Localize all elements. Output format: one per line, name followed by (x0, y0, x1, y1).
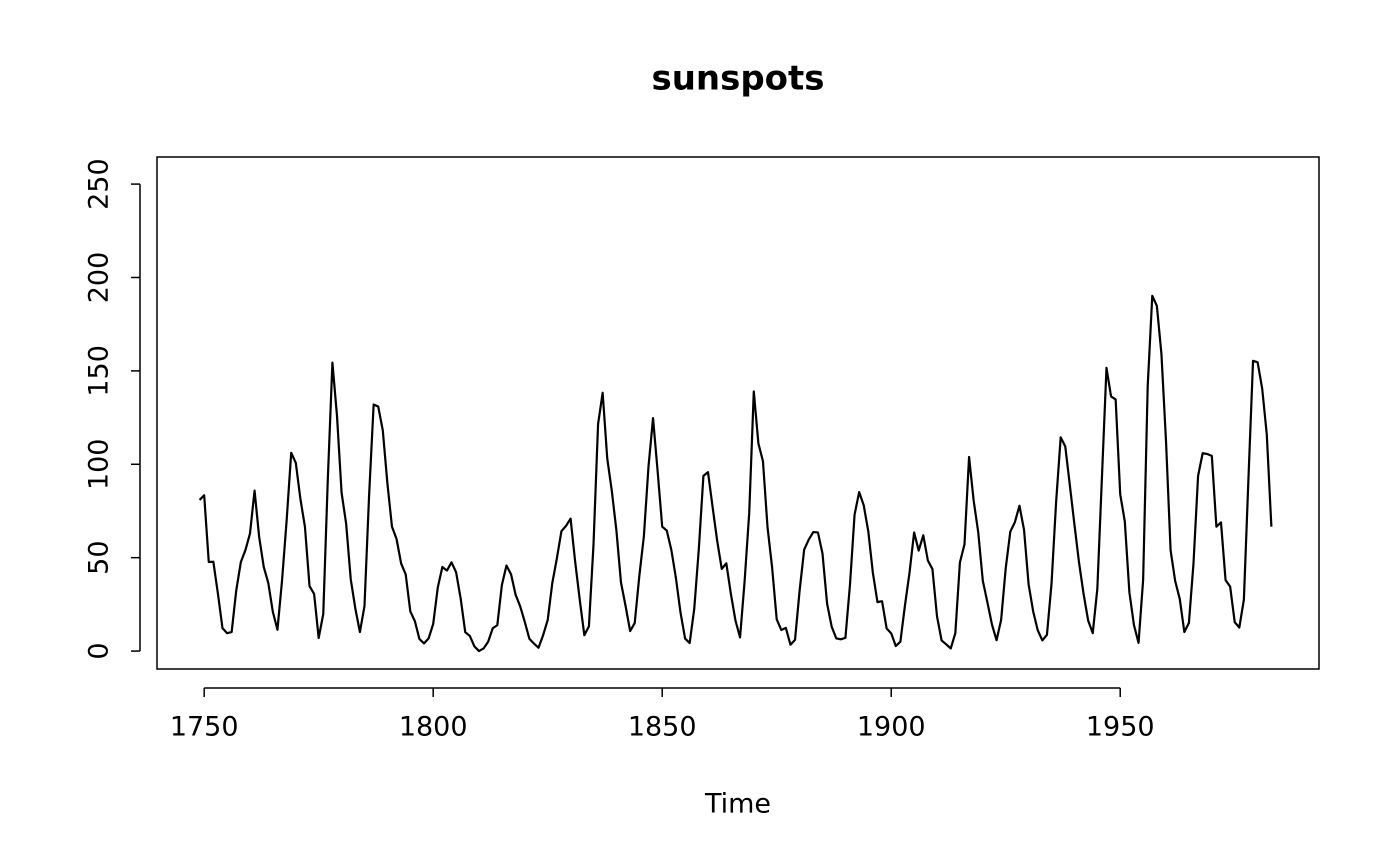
x-tick-label: 1900 (857, 712, 926, 743)
x-tick-label: 1750 (170, 712, 239, 743)
y-tick-label: 250 (84, 158, 115, 210)
x-tick-label: 1850 (628, 712, 697, 743)
y-tick-label: 200 (84, 252, 115, 304)
x-axis-label: Time (704, 789, 771, 820)
y-tick-label: 150 (84, 345, 115, 397)
data-line (198, 294, 1273, 653)
chart-title: sunspots (651, 59, 824, 99)
y-tick-label: 0 (84, 642, 115, 659)
x-tick-label: 1950 (1086, 712, 1155, 743)
y-tick-label: 50 (84, 540, 115, 574)
x-tick-label: 1800 (399, 712, 468, 743)
plot-frame (156, 156, 1320, 670)
y-tick-label: 100 (84, 439, 115, 491)
